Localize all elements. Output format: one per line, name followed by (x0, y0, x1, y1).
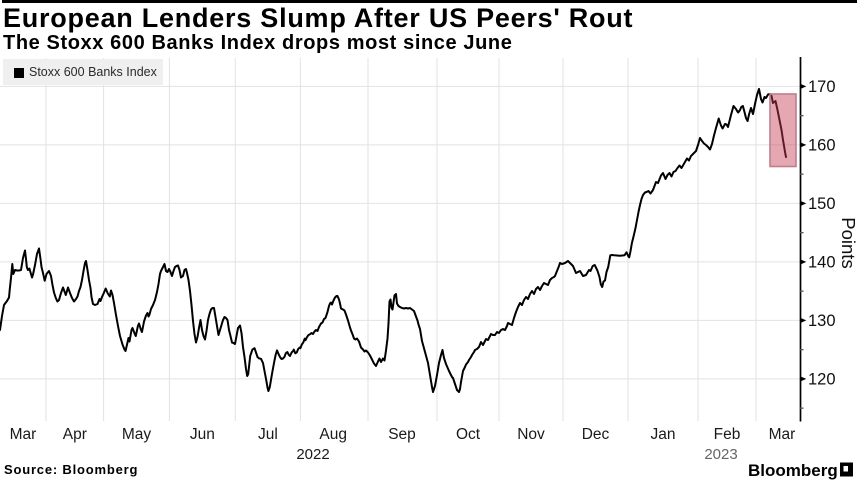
svg-text:120: 120 (808, 371, 836, 389)
svg-text:170: 170 (808, 78, 836, 96)
svg-text:Apr: Apr (63, 426, 87, 443)
svg-text:Jun: Jun (190, 426, 215, 443)
svg-text:Sep: Sep (388, 426, 416, 443)
svg-text:Mar: Mar (10, 426, 37, 443)
svg-text:Points: Points (838, 217, 857, 268)
svg-text:Aug: Aug (319, 426, 347, 443)
svg-text:Bloomberg: Bloomberg (748, 461, 838, 480)
svg-text:160: 160 (808, 137, 836, 155)
svg-text:Dec: Dec (582, 426, 610, 443)
svg-text:150: 150 (808, 195, 836, 213)
svg-text:Oct: Oct (456, 426, 481, 443)
svg-text:130: 130 (808, 312, 836, 330)
svg-text:140: 140 (808, 254, 836, 272)
svg-text:Jul: Jul (258, 426, 278, 443)
svg-text:Nov: Nov (517, 426, 545, 443)
svg-text:2023: 2023 (704, 446, 737, 463)
svg-text:Jan: Jan (651, 426, 676, 443)
svg-text:Mar: Mar (769, 426, 796, 443)
svg-text:Feb: Feb (714, 426, 741, 443)
svg-text:May: May (122, 426, 152, 443)
svg-text:2022: 2022 (296, 446, 329, 463)
